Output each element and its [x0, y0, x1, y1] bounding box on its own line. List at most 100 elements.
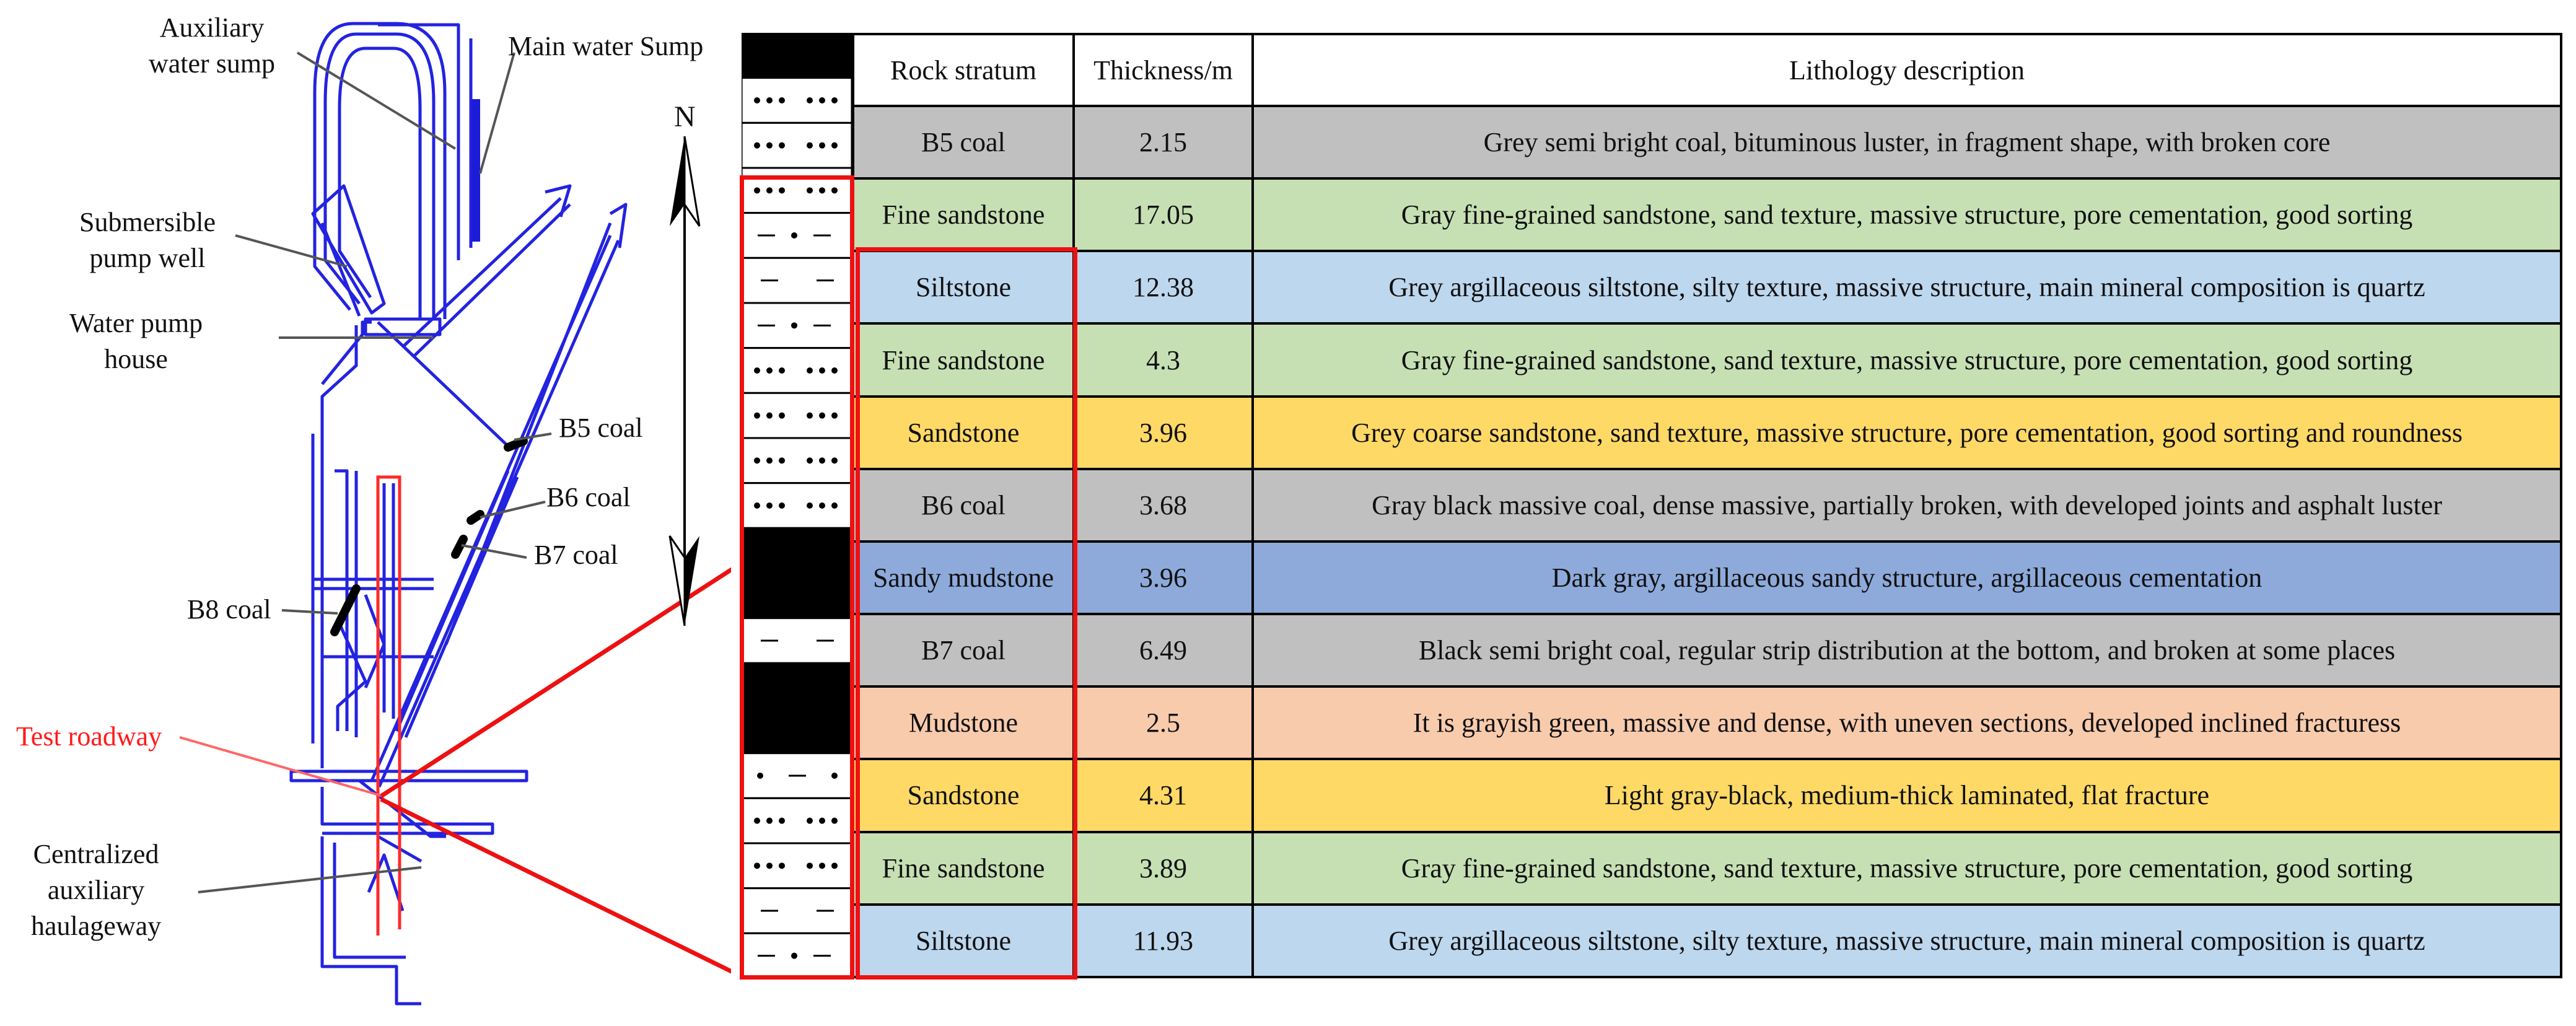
column-symbol	[791, 953, 797, 959]
table-row: Fine sandstone 3.89 Gray fine-grained sand…	[853, 832, 2561, 905]
column-symbol	[754, 97, 760, 103]
cell-lithology-description: Black semi bright coal, regular strip di…	[1253, 614, 2561, 686]
label-submersible-pump-well: Submersible pump well	[79, 204, 216, 276]
table-row: Siltstone 11.93 Grey argillaceous siltston…	[853, 905, 2561, 977]
mine-roadway-schematic: Auxiliary water sump Main water Sump Sub…	[0, 0, 731, 1026]
column-symbol	[766, 97, 773, 103]
column-symbol	[754, 142, 760, 149]
column-symbol	[831, 457, 838, 463]
column-symbol	[831, 187, 838, 193]
cell-rock-stratum: B7 coal	[853, 614, 1074, 686]
column-symbol	[766, 457, 773, 463]
cell-lithology-description: It is grayish green, massive and dense, …	[1253, 686, 2561, 759]
cell-lithology-description: Dark gray, argillaceous sandy structure,…	[1253, 542, 2561, 614]
cell-rock-stratum: B5 coal	[853, 106, 1074, 178]
cell-rock-stratum: Siltstone	[853, 905, 1074, 977]
cell-rock-stratum: Sandy mudstone	[853, 542, 1074, 614]
label-b5-coal: B5 coal	[559, 410, 643, 446]
cell-rock-stratum: Sandstone	[853, 397, 1074, 469]
column-symbol	[754, 862, 760, 869]
cell-thickness: 12.38	[1074, 251, 1253, 323]
column-symbol	[807, 862, 813, 869]
cell-thickness: 4.3	[1074, 323, 1253, 396]
column-symbol	[766, 413, 773, 419]
column-symbol	[819, 502, 825, 509]
column-layer	[742, 528, 852, 573]
column-layer	[742, 33, 852, 78]
column-symbol	[779, 187, 785, 193]
cell-lithology-description: Gray fine-grained sandstone, sand textur…	[1253, 178, 2561, 251]
label-auxiliary-water-sump: Auxiliary water sump	[149, 10, 275, 82]
column-symbol	[831, 862, 838, 869]
column-symbol	[819, 413, 825, 419]
cell-lithology-description: Grey coarse sandstone, sand texture, mas…	[1253, 397, 2561, 469]
cell-thickness: 2.15	[1074, 106, 1253, 178]
column-symbol	[779, 862, 785, 869]
label-b6-coal: B6 coal	[546, 480, 631, 515]
cell-thickness: 3.96	[1074, 397, 1253, 469]
column-symbol	[779, 142, 785, 149]
column-symbol	[831, 773, 838, 779]
column-symbol	[819, 862, 825, 869]
column-symbol	[766, 502, 773, 509]
column-symbol	[831, 502, 838, 509]
column-symbol	[807, 457, 813, 463]
rock-strata-table: Rock stratum Thickness/m Lithology descr…	[852, 33, 2562, 978]
cell-rock-stratum: B6 coal	[853, 469, 1074, 542]
cell-thickness: 2.5	[1074, 686, 1253, 759]
column-symbol	[754, 502, 760, 509]
cell-thickness: 11.93	[1074, 905, 1253, 977]
cell-lithology-description: Grey semi bright coal, bituminous luster…	[1253, 106, 2561, 178]
column-symbol	[807, 413, 813, 419]
column-layer	[742, 663, 852, 708]
table-row: Sandstone 4.31 Light gray-black, medium-th…	[853, 759, 2561, 831]
column-layer	[742, 258, 852, 303]
stratigraphic-column	[742, 33, 852, 978]
column-layer	[742, 708, 852, 753]
column-symbol	[831, 413, 838, 419]
column-symbol	[754, 367, 760, 374]
table-row: Sandy mudstone 3.96 Dark gray, argillaceou…	[853, 542, 2561, 614]
column-symbol	[766, 367, 773, 374]
table-row: Siltstone 12.38 Grey argillaceous siltston…	[853, 251, 2561, 323]
table-header-row: Rock stratum Thickness/m Lithology descr…	[853, 34, 2561, 106]
table-row: B5 coal 2.15 Grey semi bright coal, bitumi…	[853, 106, 2561, 178]
column-symbol	[754, 187, 760, 193]
label-water-pump-house: Water pump house	[69, 305, 203, 377]
header-thickness: Thickness/m	[1074, 34, 1253, 106]
table-row: B7 coal 6.49 Black semi bright coal, regul…	[853, 614, 2561, 686]
connector-line-top	[381, 564, 731, 796]
column-symbol	[779, 413, 785, 419]
column-symbol	[791, 232, 797, 239]
column-symbol	[807, 367, 813, 374]
column-symbol	[779, 457, 785, 463]
b6-coal-seam	[471, 514, 480, 520]
table-row: B6 coal 3.68 Gray black massive coal, dens…	[853, 469, 2561, 542]
cell-rock-stratum: Fine sandstone	[853, 178, 1074, 251]
cell-thickness: 17.05	[1074, 178, 1253, 251]
cell-rock-stratum: Siltstone	[853, 251, 1074, 323]
column-symbol	[831, 367, 838, 374]
table-row: Sandstone 3.96 Grey coarse sandstone, sand…	[853, 397, 2561, 469]
column-symbol	[757, 773, 763, 779]
label-centralized-auxiliary-haulageway: Centralized auxiliary haulageway	[31, 836, 161, 944]
column-symbol	[779, 502, 785, 509]
label-b7-coal: B7 coal	[534, 537, 618, 573]
column-symbol	[766, 862, 773, 869]
connector-line-bottom	[381, 799, 731, 976]
cell-rock-stratum: Fine sandstone	[853, 832, 1074, 905]
header-rock-stratum: Rock stratum	[853, 34, 1074, 106]
cell-rock-stratum: Sandstone	[853, 759, 1074, 831]
column-symbol	[779, 97, 785, 103]
column-symbol	[819, 457, 825, 463]
column-symbol	[766, 187, 773, 193]
column-symbol	[819, 142, 825, 149]
column-symbol	[807, 97, 813, 103]
column-symbol	[754, 818, 760, 824]
column-symbol	[819, 367, 825, 374]
column-symbol	[779, 818, 785, 824]
column-symbol	[754, 457, 760, 463]
label-b8-coal: B8 coal	[187, 592, 271, 628]
table-row: Fine sandstone 4.3 Gray fine-grained sands…	[853, 323, 2561, 396]
column-symbol	[766, 818, 773, 824]
